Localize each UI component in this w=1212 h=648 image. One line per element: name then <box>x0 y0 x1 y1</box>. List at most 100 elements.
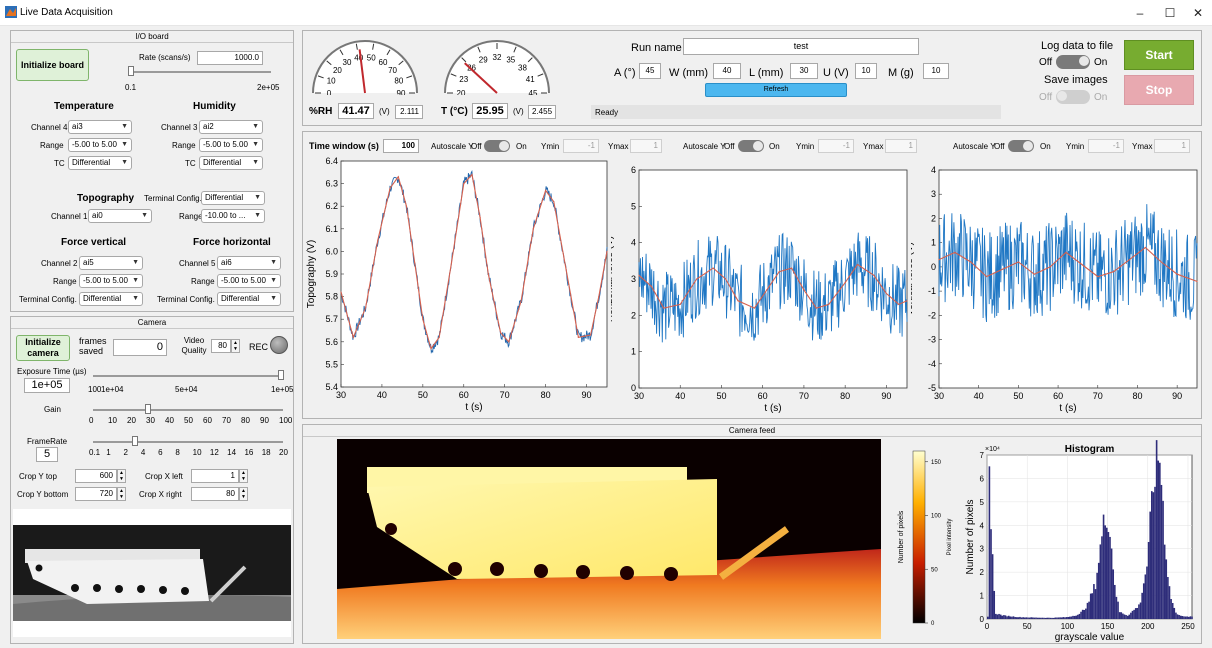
hist-bar <box>1191 616 1193 619</box>
rate-input[interactable]: 1000.0 <box>197 51 263 65</box>
hum-channel-dropdown[interactable]: ai2 ▼ <box>199 120 263 134</box>
y-tick-label: 5 <box>631 201 636 211</box>
hist-bar <box>993 590 996 619</box>
rate-slider[interactable] <box>131 71 271 73</box>
fh-channel-dropdown[interactable]: ai6 ▼ <box>217 256 281 270</box>
temp-tc-dropdown[interactable]: Differential ▼ <box>68 156 132 170</box>
crop-y-bottom-input[interactable]: 720 <box>75 487 117 501</box>
gain-slider[interactable] <box>93 409 283 411</box>
fv-range-dropdown[interactable]: -5.00 to 5.00 ▼ <box>79 274 143 288</box>
hist-bar <box>1120 612 1123 619</box>
fr-ticks-label-3: 4 <box>140 448 146 457</box>
hist-bar <box>1088 601 1090 619</box>
fh-range-dropdown[interactable]: -5.00 to 5.00 ▼ <box>217 274 281 288</box>
crop-y-top-stepper[interactable]: ▲ ▼ <box>117 469 126 483</box>
framerate-input[interactable]: 5 <box>36 447 58 462</box>
gauge-tick-label: 50 <box>367 54 376 63</box>
hum-tc-dropdown[interactable]: Differential ▼ <box>199 156 263 170</box>
topo-term-dropdown[interactable]: Differential ▼ <box>201 191 265 205</box>
run-name-input[interactable]: test <box>683 38 919 55</box>
gauge-tick-label: 40 <box>354 54 363 63</box>
framerate-slider[interactable] <box>93 441 283 443</box>
rate-slider-thumb[interactable] <box>128 66 134 76</box>
hist-bar <box>1062 617 1065 619</box>
y-tick-label: 5.9 <box>325 269 338 279</box>
close-icon[interactable]: ✕ <box>1192 6 1204 20</box>
data-point <box>471 173 473 176</box>
crop-y-bottom-stepper[interactable]: ▲ ▼ <box>117 487 126 501</box>
log-data-toggle[interactable] <box>1056 55 1090 69</box>
hist-bar <box>1027 617 1029 619</box>
ymin-label-3: Ymin <box>1066 142 1085 151</box>
hist-bar <box>1176 614 1179 619</box>
colorbar-label: Pixel intensity <box>947 519 953 556</box>
hist-bar <box>1065 617 1068 619</box>
plot-area <box>340 160 608 388</box>
data-point <box>414 262 416 264</box>
minimize-icon[interactable]: – <box>1136 6 1144 20</box>
start-button[interactable]: Start <box>1124 40 1194 70</box>
hum-range-dropdown[interactable]: -5.00 to 5.00 ▼ <box>199 138 263 152</box>
hist-bar <box>1025 617 1028 619</box>
ymin-input-2[interactable]: -1 <box>818 139 854 153</box>
hist-bar <box>1011 616 1013 619</box>
exposure-slider-thumb[interactable] <box>278 370 284 380</box>
l-input[interactable]: 30 <box>790 63 818 79</box>
temp-tc-label: TC <box>54 159 65 168</box>
autoscale-toggle-3[interactable] <box>1008 140 1034 152</box>
x-axis-label: t (s) <box>465 402 482 413</box>
initialize-camera-button[interactable]: Initialize camera <box>16 335 70 361</box>
hist-bar <box>1009 616 1012 619</box>
u-input[interactable]: 10 <box>855 63 877 79</box>
temp-range-dropdown[interactable]: -5.00 to 5.00 ▼ <box>68 138 132 152</box>
time-window-input[interactable]: 100 <box>383 139 419 153</box>
autoscale-toggle-1[interactable] <box>484 140 510 152</box>
topo-channel-dropdown[interactable]: ai0 ▼ <box>88 209 152 223</box>
maximize-icon[interactable]: ☐ <box>1164 6 1176 20</box>
save-images-toggle[interactable] <box>1056 90 1090 104</box>
data-point <box>844 282 846 284</box>
refresh-button[interactable]: Refresh <box>705 83 847 97</box>
ymin-input-1[interactable]: -1 <box>563 139 599 153</box>
hum-channel-label: Channel 3 <box>161 123 198 132</box>
gain-slider-thumb[interactable] <box>145 404 151 414</box>
y-tick-label: 6.1 <box>325 224 338 234</box>
hist-bar <box>1125 614 1127 619</box>
fv-range-label: Range <box>53 277 77 286</box>
hist-bar <box>1114 584 1116 619</box>
exposure-input[interactable]: 1e+05 <box>24 378 70 393</box>
fh-term-dropdown[interactable]: Differential ▼ <box>217 292 281 306</box>
ymin-input-3[interactable]: -1 <box>1088 139 1124 153</box>
data-point <box>663 307 665 309</box>
fr-ticks-label-4: 6 <box>158 448 163 457</box>
w-input[interactable]: 40 <box>713 63 741 79</box>
exposure-slider[interactable] <box>93 375 283 377</box>
fv-term-dropdown[interactable]: Differential ▼ <box>79 292 143 306</box>
x-tick-label: 30 <box>934 391 944 401</box>
crop-x-left-input[interactable]: 1 <box>191 469 239 483</box>
topo-range-dropdown[interactable]: -10.00 to ... ▼ <box>201 209 265 223</box>
x-tick-label: 60 <box>758 391 768 401</box>
crop-y-top-input[interactable]: 600 <box>75 469 117 483</box>
video-quality-input[interactable]: 80 <box>211 339 231 353</box>
temp-channel-dropdown[interactable]: ai3 ▼ <box>68 120 132 134</box>
x-tick-label: 70 <box>799 391 809 401</box>
initialize-board-button[interactable]: Initialize board <box>16 49 89 81</box>
crop-x-left-stepper[interactable]: ▲ ▼ <box>239 469 248 483</box>
fv-channel-dropdown[interactable]: ai5 ▼ <box>79 256 143 270</box>
stop-button[interactable]: Stop <box>1124 75 1194 105</box>
hist-x-tick: 150 <box>1101 622 1115 631</box>
ymax-input-1[interactable]: 1 <box>630 139 662 153</box>
m-input[interactable]: 10 <box>923 63 949 79</box>
crop-x-right-input[interactable]: 80 <box>191 487 239 501</box>
data-point <box>565 268 567 271</box>
ymax-input-2[interactable]: 1 <box>885 139 917 153</box>
hist-bar <box>1072 615 1074 619</box>
quality-stepper[interactable]: ▲ ▼ <box>231 339 240 353</box>
autoscale-toggle-2[interactable] <box>738 140 764 152</box>
framerate-slider-thumb[interactable] <box>132 436 138 446</box>
a-input[interactable]: 45 <box>639 63 661 79</box>
ymax-input-3[interactable]: 1 <box>1154 139 1190 153</box>
log-on-label: On <box>1094 57 1108 68</box>
crop-x-right-stepper[interactable]: ▲ ▼ <box>239 487 248 501</box>
